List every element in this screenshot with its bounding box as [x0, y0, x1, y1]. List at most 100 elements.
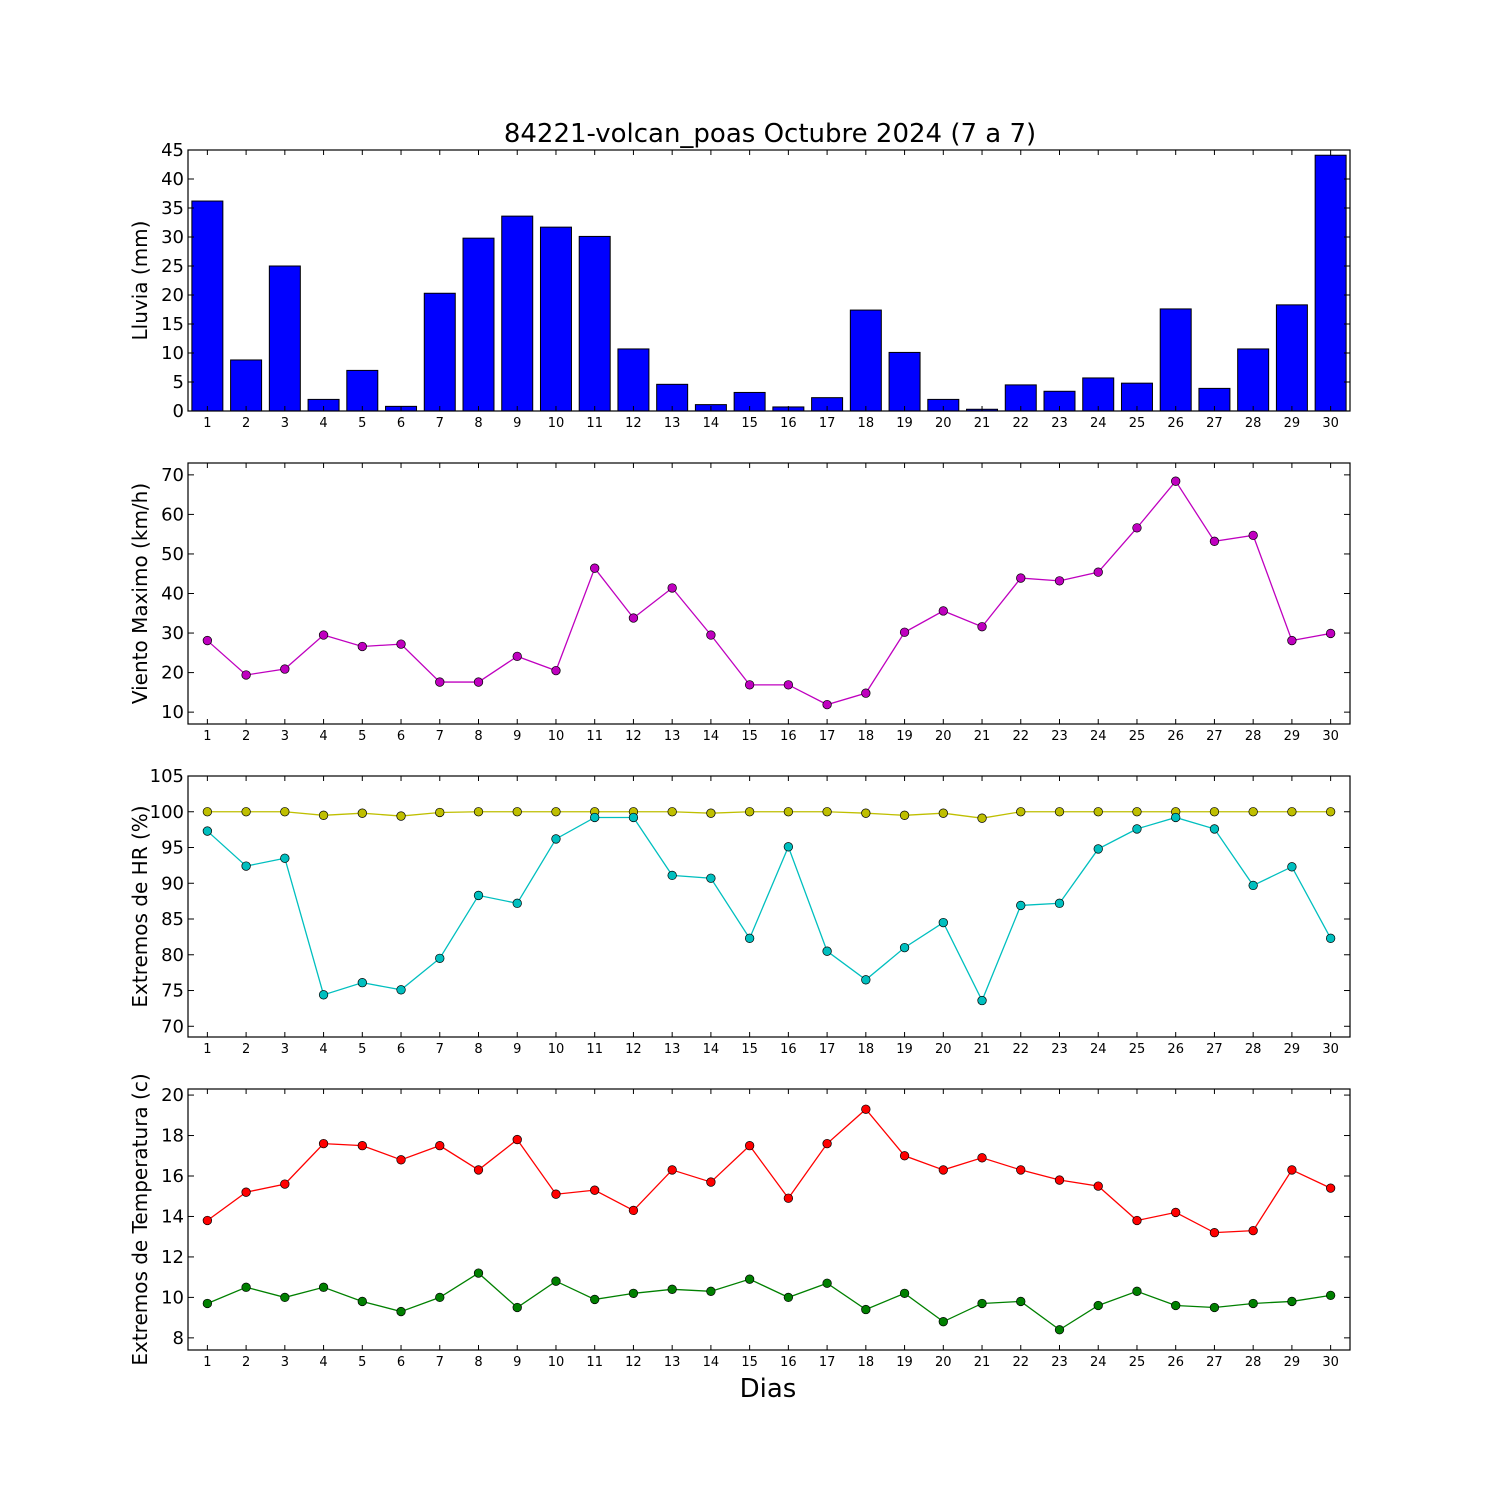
data-point	[628, 812, 639, 823]
data-point	[435, 677, 445, 687]
x-tick-label: 9	[513, 1355, 521, 1370]
data-point	[899, 810, 910, 820]
data-point	[1248, 880, 1258, 891]
data-point	[744, 807, 755, 817]
data-point	[899, 627, 910, 637]
data-point	[1248, 807, 1258, 817]
data-point	[1016, 900, 1026, 911]
data-point	[783, 807, 794, 817]
x-tick-label: 30	[1322, 1355, 1339, 1370]
data-point	[1325, 933, 1336, 943]
x-tick-label: 17	[819, 729, 836, 744]
x-tick-label: 19	[896, 729, 913, 744]
x-tick-label: 26	[1167, 729, 1184, 744]
data-point	[938, 808, 948, 818]
data-point	[1325, 1183, 1336, 1193]
x-tick-label: 12	[625, 416, 642, 431]
x-tick-label: 27	[1206, 1355, 1223, 1370]
data-point	[1132, 1286, 1142, 1296]
data-point	[357, 808, 367, 818]
data-point	[473, 1268, 484, 1278]
panels: 1 2 3 4 5 6 7 8 9 10 11 12 13 14 15 16 17 18 19 20 21 22 23 24 2…	[128, 140, 1351, 1370]
data-point	[822, 1278, 832, 1288]
data-point	[899, 1151, 910, 1161]
data-point	[1016, 1165, 1026, 1175]
y-tick-label: 80	[161, 945, 184, 966]
x-tick-label: 6	[397, 1355, 405, 1370]
data-point	[783, 680, 794, 690]
data-point	[1248, 1225, 1258, 1236]
data-point	[1171, 476, 1181, 486]
data-point	[1209, 824, 1220, 834]
data-point	[977, 995, 987, 1006]
data-point	[241, 1282, 251, 1292]
panel-2: 1 2 3 4 5 6 7 8 9 10 11 12 13 14 15 16 17 18 19 20 21 22 23 24 2…	[128, 462, 1351, 744]
x-tick-label: 2	[242, 416, 250, 431]
series-line	[206, 816, 1332, 1003]
data-point	[1325, 807, 1336, 817]
x-tick-label: 1	[203, 416, 211, 431]
data-point	[318, 630, 329, 640]
data-point	[1287, 862, 1297, 872]
data-point	[977, 813, 987, 823]
data-point	[435, 1292, 445, 1303]
bar	[423, 292, 456, 412]
x-tick-label: 21	[974, 1042, 991, 1057]
x-tick-label: 22	[1012, 729, 1029, 744]
x-tick-label: 22	[1012, 416, 1029, 431]
x-tick-label: 16	[780, 1042, 797, 1057]
data-point	[1054, 807, 1065, 817]
x-tick-label: 25	[1129, 1042, 1146, 1057]
x-tick-label: 14	[703, 729, 720, 744]
x-tick-label: 2	[242, 1042, 250, 1057]
data-point	[318, 1282, 329, 1292]
data-point	[473, 807, 484, 817]
y-tick-label: 40	[161, 169, 184, 190]
y-tick-label: 60	[161, 504, 184, 525]
data-point	[280, 1179, 290, 1189]
panel-3: 1 2 3 4 5 6 7 8 9 10 11 12 13 14 15 16 17 18 19 20 21 22 23 24 2…	[128, 766, 1351, 1057]
data-point	[938, 1165, 948, 1175]
x-tick-label: 20	[935, 1042, 952, 1057]
panel-1: 1 2 3 4 5 6 7 8 9 10 11 12 13 14 15 16 17 18 19 20 21 22 23 24 2…	[128, 140, 1351, 431]
axes-frame	[187, 149, 1351, 412]
data-point	[318, 1138, 329, 1149]
y-axis-label: Extremos de HR (%)	[128, 805, 152, 1007]
x-tick-label: 3	[281, 1355, 289, 1370]
series-line	[206, 480, 1331, 706]
data-point	[551, 1189, 561, 1199]
data-point	[318, 990, 329, 1000]
axes-frame	[187, 775, 1351, 1038]
data-point	[1209, 1302, 1220, 1313]
data-point	[706, 1177, 716, 1187]
x-tick-label: 4	[319, 729, 327, 744]
x-tick-label: 6	[397, 416, 405, 431]
data-point	[1287, 635, 1297, 646]
x-tick-label: 13	[664, 416, 681, 431]
x-tick-label: 11	[586, 1355, 603, 1370]
data-point	[861, 975, 871, 985]
data-point	[396, 1306, 406, 1317]
data-point	[706, 808, 716, 818]
data-point	[1093, 1300, 1103, 1311]
data-point	[667, 870, 677, 881]
x-tick-label: 28	[1245, 1355, 1262, 1370]
series-line	[207, 811, 1331, 819]
data-point	[1093, 1181, 1103, 1191]
y-tick-label: 15	[161, 314, 184, 335]
x-tick-label: 17	[819, 1355, 836, 1370]
data-point	[551, 1276, 561, 1286]
data-point	[667, 1284, 677, 1294]
data-point	[280, 664, 290, 674]
data-point	[435, 1141, 445, 1151]
x-tick-label: 7	[436, 729, 444, 744]
bar	[1275, 304, 1308, 412]
x-tick-label: 8	[474, 1355, 482, 1370]
x-tick-label: 9	[513, 729, 521, 744]
series-line	[206, 1108, 1331, 1234]
x-tick-label: 7	[436, 1355, 444, 1370]
x-tick-label: 19	[896, 1355, 913, 1370]
x-tick-label: 14	[703, 416, 720, 431]
x-tick-label: 19	[896, 1042, 913, 1057]
data-point	[512, 898, 522, 908]
